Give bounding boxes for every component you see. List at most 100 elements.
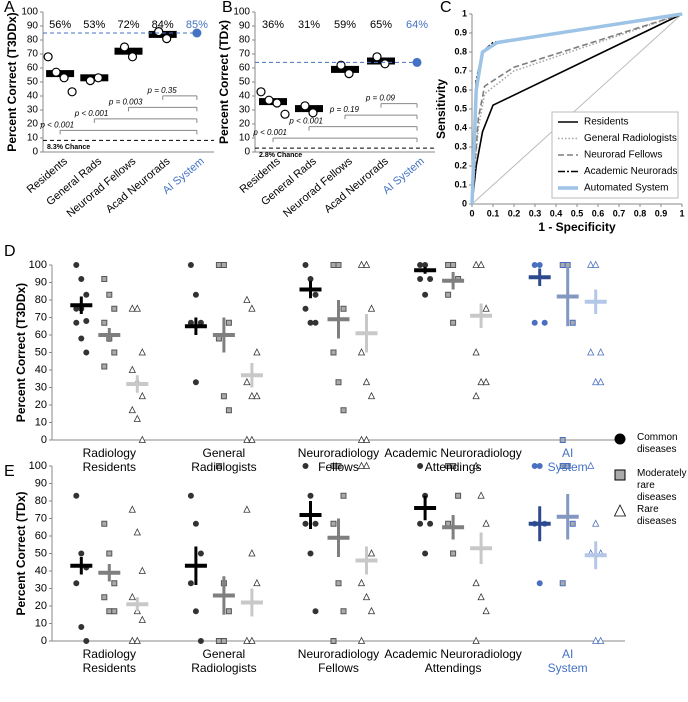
reader-point bbox=[128, 505, 136, 513]
reader-point bbox=[248, 549, 256, 557]
reader-point bbox=[472, 348, 480, 356]
reader-point bbox=[340, 407, 347, 414]
chance-diagonal bbox=[471, 13, 683, 205]
reader-point bbox=[597, 348, 605, 356]
reader-point bbox=[536, 262, 543, 268]
reader-point bbox=[367, 549, 376, 557]
reader-point bbox=[597, 636, 605, 644]
y-tick-label: 60 bbox=[27, 63, 39, 74]
mean-bar bbox=[299, 287, 322, 292]
mean-bar bbox=[584, 299, 607, 304]
reader-point bbox=[138, 391, 146, 400]
p-value: p = 0.19 bbox=[329, 105, 360, 114]
mean-bar bbox=[327, 535, 350, 540]
y-tick-label: 100 bbox=[21, 7, 38, 18]
value-label: 72% bbox=[117, 19, 139, 31]
reader-point bbox=[344, 68, 354, 79]
reader-point bbox=[106, 550, 113, 557]
x-tick-label: 0.3 bbox=[529, 208, 542, 218]
reader-point bbox=[220, 638, 227, 644]
mean-bar bbox=[295, 105, 323, 113]
reader-point bbox=[367, 606, 376, 615]
reader-point bbox=[253, 391, 261, 400]
reader-point bbox=[138, 348, 146, 356]
mean-bar bbox=[212, 333, 235, 337]
reader-point bbox=[587, 348, 595, 356]
reader-point bbox=[187, 492, 194, 499]
legend-marker bbox=[614, 469, 626, 481]
reader-point bbox=[427, 276, 434, 282]
reader-point bbox=[243, 505, 251, 513]
y-tick-label: 60 bbox=[239, 63, 251, 74]
reader-point bbox=[330, 349, 337, 356]
x-tick-label: 0.9 bbox=[655, 208, 668, 218]
legend-label: Academic Neurorads bbox=[584, 166, 677, 177]
reader-point bbox=[380, 59, 390, 69]
y-tick-label: 0.2 bbox=[454, 160, 467, 170]
value-label: 31% bbox=[298, 19, 320, 31]
y-tick-label: 0 bbox=[462, 198, 467, 208]
x-tick-label: 0.1 bbox=[487, 208, 500, 218]
reader-point bbox=[477, 592, 485, 601]
x-tick-label: 0.6 bbox=[592, 208, 605, 218]
reader-point bbox=[243, 435, 251, 443]
mean-bar bbox=[114, 47, 143, 55]
y-tick-label: 0 bbox=[244, 147, 250, 158]
reader-point bbox=[482, 304, 490, 312]
x-tick-label: AI System bbox=[547, 647, 588, 675]
reader-point bbox=[357, 435, 366, 443]
y-tick-label: 50 bbox=[35, 547, 47, 559]
x-tick-label: Neuroradiology Fellows bbox=[297, 647, 380, 675]
mean-bar bbox=[98, 333, 121, 337]
reader-point bbox=[335, 463, 342, 469]
x-tick-label: 0.8 bbox=[634, 208, 647, 218]
reader-point bbox=[422, 550, 429, 557]
y-tick-label: 70 bbox=[35, 512, 47, 524]
legend-label: Rare diseases bbox=[637, 504, 677, 527]
y-axis-title: Percent Correct (T3DDx) bbox=[5, 12, 19, 151]
reader-point bbox=[192, 520, 199, 527]
value-label: 36% bbox=[262, 19, 284, 31]
mean-bar bbox=[70, 303, 93, 308]
reader-point bbox=[225, 608, 232, 615]
y-tick-label: 100 bbox=[29, 259, 47, 271]
y-tick-label: 40 bbox=[239, 91, 251, 102]
reader-point bbox=[559, 437, 566, 443]
reader-point bbox=[592, 519, 600, 527]
y-tick-label: 70 bbox=[239, 49, 251, 60]
reader-point bbox=[312, 291, 319, 298]
reader-point bbox=[312, 608, 319, 615]
x-tick-label: Academic Neuroradiology Attendings bbox=[384, 647, 522, 675]
reader-point bbox=[192, 291, 199, 298]
reader-point bbox=[357, 348, 366, 356]
reader-point bbox=[592, 260, 600, 268]
y-axis-title: Sensitivity bbox=[434, 79, 448, 139]
reader-point bbox=[362, 461, 371, 469]
mean-bar bbox=[148, 30, 177, 38]
panel-letter: A bbox=[4, 0, 15, 16]
reader-point bbox=[455, 492, 462, 499]
legend-label: Moderately rare diseases bbox=[637, 468, 687, 503]
y-tick-label: 30 bbox=[35, 381, 47, 393]
mean-bar bbox=[470, 546, 493, 551]
legend-marker bbox=[613, 504, 627, 517]
reader-point bbox=[111, 580, 118, 587]
reader-point bbox=[133, 636, 141, 644]
reader-point bbox=[417, 262, 424, 268]
reader-point bbox=[43, 52, 53, 62]
y-tick-label: 20 bbox=[239, 119, 251, 130]
y-tick-label: 30 bbox=[35, 582, 47, 594]
y-tick-label: 10 bbox=[239, 133, 251, 144]
y-tick-label: 1 bbox=[462, 8, 467, 18]
legend-marker bbox=[614, 433, 626, 445]
reader-point bbox=[477, 377, 485, 386]
panel-letter: D bbox=[4, 243, 16, 260]
y-tick-label: 0 bbox=[32, 147, 38, 158]
reader-point bbox=[472, 636, 480, 644]
reader-point bbox=[253, 348, 261, 356]
y-tick-label: 90 bbox=[239, 21, 251, 32]
y-tick-label: 0.1 bbox=[454, 179, 467, 189]
reader-point bbox=[569, 319, 576, 326]
legend-label: Residents bbox=[584, 117, 628, 128]
reader-point bbox=[128, 304, 136, 312]
